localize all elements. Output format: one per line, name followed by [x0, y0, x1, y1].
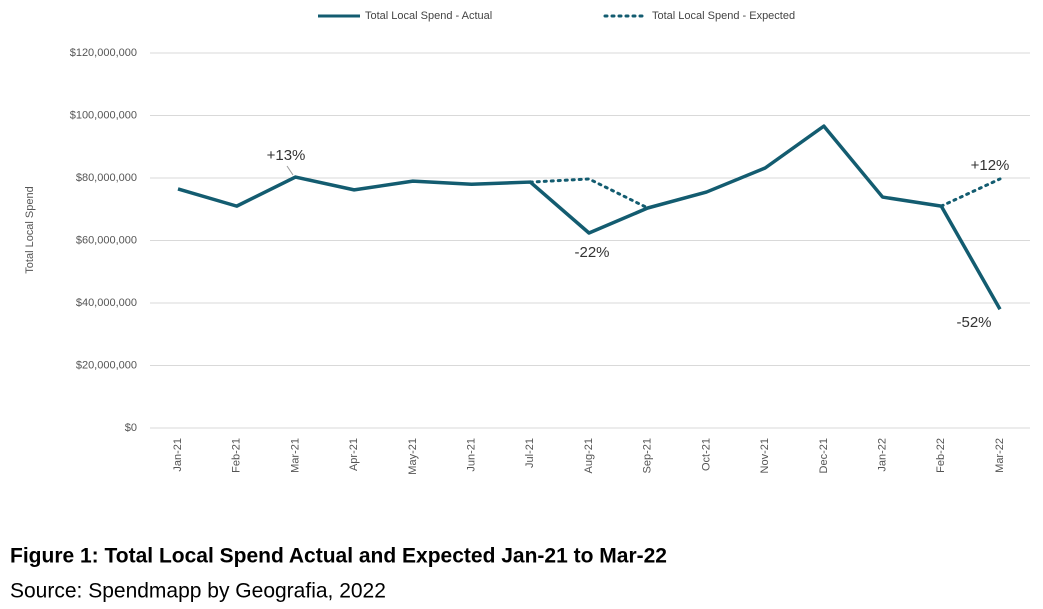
x-tick-label: Jan-21 [172, 438, 184, 472]
x-tick-label: Apr-21 [348, 438, 360, 471]
y-tick-label: $80,000,000 [76, 172, 137, 184]
x-tick-label: Mar-21 [289, 438, 301, 473]
x-tick-label: Feb-22 [935, 438, 947, 473]
y-tick-label: $20,000,000 [76, 359, 137, 371]
x-tick-label: Sep-21 [642, 438, 654, 473]
x-tick-label: Jul-21 [524, 438, 536, 468]
y-tick-label: $100,000,000 [70, 109, 137, 121]
annotation: -52% [956, 314, 991, 331]
x-tick-label: Feb-21 [231, 438, 243, 473]
x-tick-label: May-21 [407, 438, 419, 475]
y-tick-label: $40,000,000 [76, 297, 137, 309]
y-tick-label: $120,000,000 [70, 47, 137, 59]
y-tick-label: $0 [125, 422, 137, 434]
x-tick-label: Dec-21 [818, 438, 830, 473]
annotation: +13% [267, 147, 306, 164]
line-series [177, 124, 1002, 311]
annotation: -22% [574, 244, 609, 261]
x-tick-label: Mar-22 [994, 438, 1006, 473]
x-tick-label: Jun-21 [465, 438, 477, 472]
x-tick-label: Aug-21 [583, 438, 595, 473]
caption: Figure 1: Total Local Spend Actual and E… [10, 545, 667, 568]
line-series [528, 177, 650, 210]
legend-label: Total Local Spend - Expected [652, 10, 795, 22]
annotation-leader [286, 165, 294, 176]
x-tick-label: Jan-22 [876, 438, 888, 472]
legend-label: Total Local Spend - Actual [365, 10, 492, 22]
annotation: +12% [971, 157, 1010, 174]
y-axis-label: Total Local Spend [24, 186, 36, 273]
line-series [939, 177, 1002, 208]
x-tick-label: Nov-21 [759, 438, 771, 473]
y-tick-label: $60,000,000 [76, 234, 137, 246]
x-tick-label: Oct-21 [700, 438, 712, 471]
source: Source: Spendmapp by Geografia, 2022 [10, 580, 386, 603]
